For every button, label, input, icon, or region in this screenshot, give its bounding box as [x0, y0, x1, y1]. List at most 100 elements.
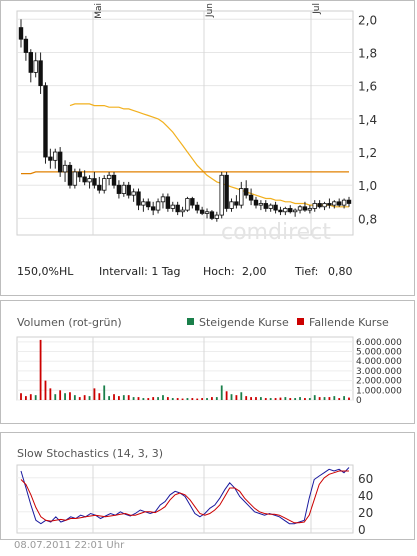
candle-body	[239, 189, 243, 206]
candle-body	[181, 210, 185, 212]
volume-bar	[30, 394, 32, 400]
candle-body	[166, 197, 170, 209]
candle	[107, 172, 111, 185]
volume-bar	[304, 398, 306, 400]
candle	[146, 198, 150, 210]
candle-body	[264, 203, 268, 208]
legend-label-down: Fallende Kurse	[309, 316, 389, 329]
volume-bar	[236, 395, 238, 400]
volume-bar	[89, 396, 91, 400]
candle	[210, 210, 214, 220]
candle-body	[303, 207, 307, 210]
candle	[161, 194, 165, 209]
candle-body	[323, 203, 327, 206]
candle-body	[24, 39, 28, 52]
candle	[102, 175, 106, 193]
y-tick-label: 1,0	[358, 179, 377, 193]
y-tick-label: 1,4	[358, 113, 377, 127]
y-tick-label: 1.000.000	[356, 386, 402, 396]
candle-body	[161, 197, 165, 202]
candle-body	[156, 202, 160, 210]
scale-label: 150,0%HL	[17, 265, 73, 278]
candle	[127, 182, 131, 199]
candle	[176, 202, 180, 215]
volume-bar	[314, 395, 316, 400]
volume-bar	[35, 395, 37, 400]
candle	[298, 205, 302, 213]
volume-bar	[280, 398, 282, 400]
y-tick-label: 5.000.000	[356, 348, 402, 358]
candle	[24, 36, 28, 61]
volume-bar	[172, 398, 174, 400]
candle-body	[83, 177, 87, 182]
volume-bar	[294, 398, 296, 400]
volume-bar	[343, 396, 345, 400]
candle-body	[58, 152, 62, 172]
y-tick-label: 0	[356, 396, 362, 406]
y-tick-label: 2.000.000	[356, 377, 402, 387]
candle	[195, 202, 199, 214]
volume-bar	[260, 397, 262, 400]
candle	[323, 202, 327, 210]
candle-body	[274, 205, 278, 210]
candle-body	[215, 215, 219, 218]
candle	[34, 52, 38, 77]
candle-body	[328, 203, 332, 205]
volume-bar	[45, 381, 47, 400]
candle	[39, 52, 43, 93]
y-tick-label: 4.000.000	[356, 357, 402, 367]
volume-bar	[216, 397, 218, 400]
candle-body	[49, 157, 53, 160]
candle	[68, 162, 72, 189]
candle	[215, 212, 219, 222]
y-tick-label: 60	[358, 472, 373, 486]
candle-body	[122, 185, 126, 193]
volume-bar	[113, 394, 115, 400]
candle	[249, 189, 253, 206]
volume-bar	[108, 396, 110, 400]
candle-body	[279, 210, 283, 212]
plot-area	[17, 11, 353, 235]
candle-body	[39, 61, 43, 86]
candle-body	[112, 175, 116, 185]
volume-bar	[255, 397, 257, 400]
candle	[181, 207, 185, 217]
candle-body	[298, 207, 302, 210]
volume-bar	[226, 391, 228, 400]
candle	[284, 207, 288, 215]
candle	[83, 170, 87, 185]
y-tick-label: 40	[358, 489, 373, 503]
volume-bar	[309, 398, 311, 400]
candle	[156, 198, 160, 213]
volume-bar	[94, 388, 96, 400]
volume-bar	[182, 399, 184, 400]
candle-body	[342, 200, 346, 205]
volume-bar	[177, 398, 179, 400]
volume-bar	[231, 394, 233, 400]
plot-area	[17, 465, 353, 533]
candle	[98, 177, 102, 194]
candle-body	[235, 202, 239, 205]
candle-body	[78, 172, 82, 177]
interval-label: Intervall: 1 Tag	[99, 265, 181, 278]
volume-bar	[319, 397, 321, 400]
candle	[205, 208, 209, 218]
volume-bar	[324, 397, 326, 400]
candle	[186, 197, 190, 212]
volume-bar	[299, 397, 301, 400]
volume-bar	[187, 398, 189, 400]
volume-bar	[275, 398, 277, 400]
volume-bar	[162, 395, 164, 400]
candle	[239, 182, 243, 209]
volume-bar	[20, 393, 22, 400]
legend-swatch-down	[297, 318, 304, 325]
candle	[191, 197, 195, 209]
volume-title: Volumen (rot-grün)	[17, 316, 122, 329]
stochastics-chart-panel: Slow Stochastics (14, 3, 3) 60 40 20 0	[0, 432, 415, 540]
candle-body	[73, 172, 77, 185]
volume-bar	[84, 395, 86, 400]
volume-bar	[201, 398, 203, 400]
volume-bar	[270, 398, 272, 400]
y-tick-label: 6.000.000	[356, 338, 402, 348]
candle	[293, 208, 297, 216]
